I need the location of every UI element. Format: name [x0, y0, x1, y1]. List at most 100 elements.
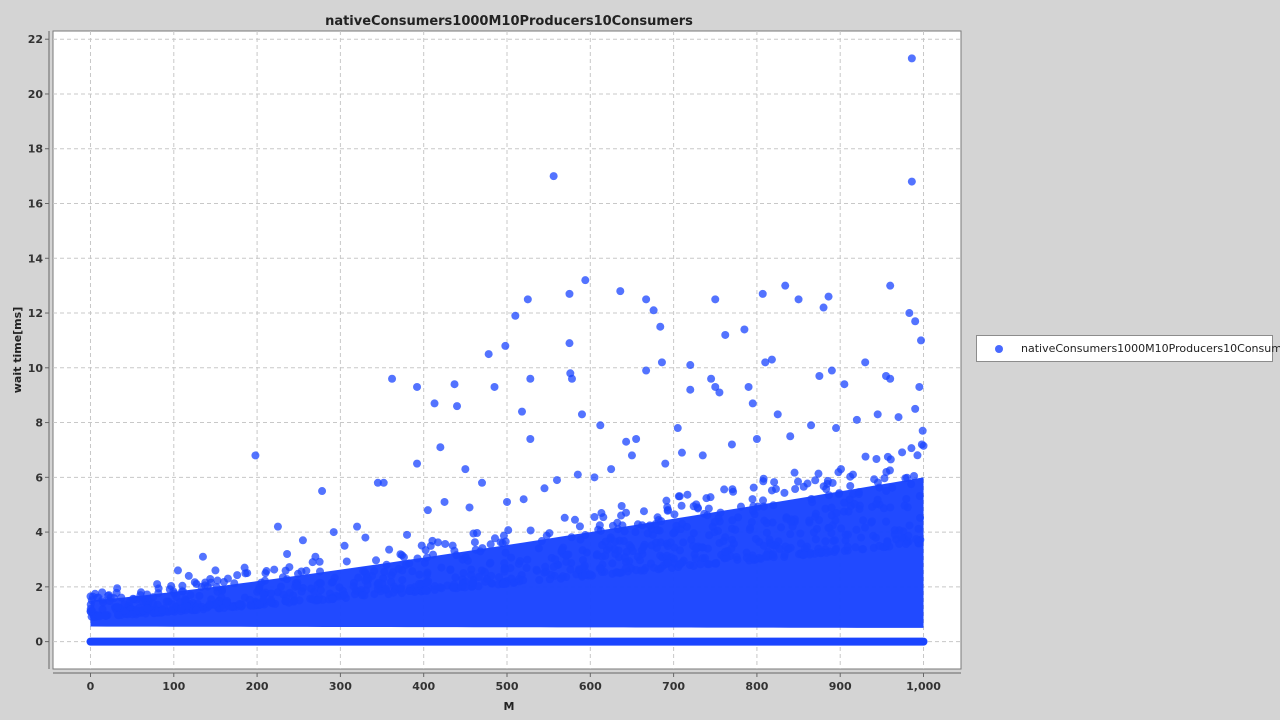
band-point: [149, 599, 158, 608]
band-point: [402, 560, 411, 569]
x-tick-label: 0: [87, 680, 95, 693]
data-point: [917, 440, 926, 449]
data-point: [911, 317, 920, 326]
data-point: [807, 421, 816, 430]
band-point: [293, 581, 302, 590]
band-point: [843, 542, 852, 551]
data-point: [184, 571, 193, 580]
band-point: [361, 576, 370, 585]
y-tick-label: 20: [28, 88, 44, 101]
band-point: [340, 590, 349, 599]
data-point: [173, 566, 182, 575]
data-point: [748, 399, 757, 408]
band-point: [495, 573, 504, 582]
band-point: [570, 515, 579, 524]
band-point: [799, 550, 808, 559]
band-point: [822, 548, 831, 557]
band-point: [426, 541, 435, 550]
band-point: [875, 483, 884, 492]
data-point: [861, 358, 870, 367]
data-point: [686, 361, 695, 370]
data-point: [911, 404, 920, 413]
band-point: [360, 591, 369, 600]
data-point: [511, 311, 520, 320]
band-point: [777, 523, 786, 532]
band-point: [471, 545, 480, 554]
band-point: [474, 582, 483, 591]
band-point: [423, 553, 432, 562]
band-point: [522, 563, 531, 572]
band-point: [689, 529, 698, 538]
band-point: [652, 538, 661, 547]
band-point: [422, 586, 431, 595]
band-point: [500, 564, 509, 573]
band-point: [902, 494, 911, 503]
data-point: [781, 281, 790, 290]
band-point: [610, 545, 619, 554]
y-axis-ticks: 0 2 4 6 8 10 12 14 16 18 20 22: [28, 33, 49, 649]
band-point: [780, 488, 789, 497]
data-point: [223, 574, 232, 583]
data-point: [136, 591, 145, 600]
data-point: [905, 309, 914, 318]
data-point: [886, 374, 895, 383]
band-point: [469, 529, 478, 538]
band-point: [541, 562, 550, 571]
band-point: [914, 524, 923, 533]
band-point: [834, 490, 843, 499]
band-point: [562, 557, 571, 566]
band-point: [230, 579, 239, 588]
data-point: [519, 495, 528, 504]
band-point: [859, 516, 868, 525]
band-point: [621, 564, 630, 573]
band-point: [580, 561, 589, 570]
band-point: [850, 499, 859, 508]
band-point: [803, 479, 812, 488]
data-point: [840, 380, 849, 389]
band-point: [698, 543, 707, 552]
band-point: [767, 486, 776, 495]
band-point: [481, 577, 490, 586]
data-point: [565, 289, 574, 298]
band-point: [413, 554, 422, 563]
data-point: [590, 473, 599, 482]
band-point: [498, 539, 507, 548]
band-point: [557, 545, 566, 554]
band-point: [374, 578, 383, 587]
data-point: [761, 358, 770, 367]
band-point: [898, 448, 907, 457]
band-point: [526, 526, 535, 535]
band-point: [852, 525, 861, 534]
band-point: [200, 581, 209, 590]
data-point: [786, 432, 795, 441]
band-point: [691, 544, 700, 553]
data-point: [852, 415, 861, 424]
band-point: [625, 541, 634, 550]
data-point: [453, 402, 462, 411]
band-point: [742, 553, 751, 562]
y-axis-label: wait time[ms]: [11, 307, 24, 393]
band-point: [486, 540, 495, 549]
band-point: [382, 560, 391, 569]
data-point: [815, 372, 824, 381]
band-point: [872, 455, 881, 464]
band-point: [840, 498, 849, 507]
band-point: [868, 517, 877, 526]
y-tick-label: 8: [35, 417, 43, 430]
band-point: [888, 483, 897, 492]
data-point: [361, 533, 370, 542]
band-point: [387, 577, 396, 586]
band-point: [487, 571, 496, 580]
x-tick-label: 200: [246, 680, 269, 693]
band-point: [811, 535, 820, 544]
dense-point-band: [86, 441, 928, 646]
band-point: [675, 560, 684, 569]
band-point: [394, 564, 403, 573]
band-point: [105, 597, 114, 606]
data-point: [677, 448, 686, 457]
band-point: [213, 576, 222, 585]
band-point: [832, 544, 841, 553]
band-point: [599, 513, 608, 522]
band-point: [705, 560, 714, 569]
band-point: [839, 507, 848, 516]
